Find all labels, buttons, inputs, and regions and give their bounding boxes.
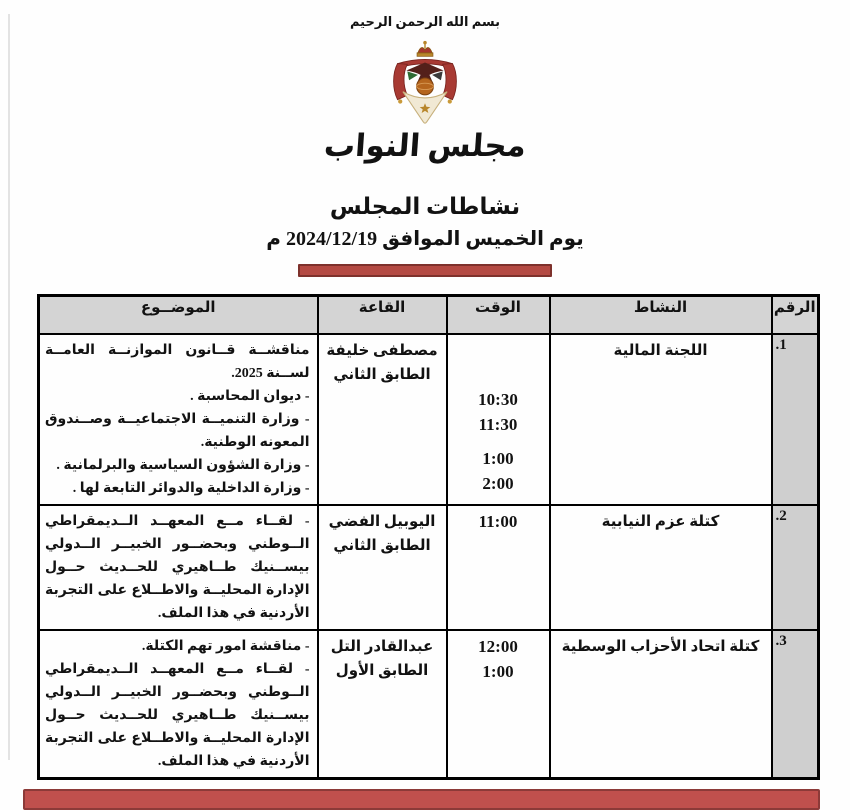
subject-line: - وزارة التنميــة الاجتماعيــة وصــندوق … — [45, 412, 310, 450]
time-value: 12:00 — [478, 637, 518, 656]
time-value: 1:00 — [482, 662, 514, 681]
hall-line: مصطفى خليفة — [326, 343, 438, 359]
hall-cell: عبدالقادر التل الطابق الأول — [316, 629, 448, 780]
subject-cell: - لقــاء مــع المعهــد الــديمقراطي الــ… — [37, 504, 319, 631]
org-name-calligraphy: مجلس النواب — [322, 128, 528, 163]
header-number: الرقم — [770, 294, 820, 335]
header-hall: القاعة — [316, 294, 448, 335]
table-row: .1 اللجنة المالية 10:30 11:30 1:00 2:00 مصطفى … — [37, 333, 820, 506]
time-value: 10:30 — [478, 390, 518, 409]
header-subject: الموضــوع — [37, 294, 319, 335]
subject-line: - لقــاء مــع المعهــد الــديمقراطي الــ… — [45, 662, 310, 769]
row-number-cell: .1 — [770, 333, 820, 506]
time-value: 11:30 — [478, 415, 518, 434]
activities-table: الرقم النشاط الوقت القاعة الموضــوع .1 ال… — [37, 294, 820, 780]
page-title: نشاطات المجلس — [329, 194, 521, 219]
subject-line: - وزارة الداخلية والدوائر التابعة لها . — [72, 481, 310, 496]
time-value: 2:00 — [482, 474, 514, 493]
row-number-cell: .2 — [770, 504, 820, 631]
title-accent-bar — [298, 264, 552, 277]
activity-cell: كتلة اتحاد الأحزاب الوسطية — [548, 629, 773, 780]
time-gap — [449, 437, 548, 446]
bottom-accent-bar — [23, 789, 820, 810]
time-cell: 12:00 1:00 — [445, 629, 551, 780]
subject-cell: مناقشــة قــانون الموازنــة العامــة لسـ… — [37, 333, 319, 506]
activity-cell: اللجنة المالية — [548, 333, 773, 506]
jordan-coat-of-arms-icon — [393, 40, 457, 124]
date-line: يوم الخميس الموافق 2024/12/19 م — [266, 228, 584, 250]
document-page: { "header": { "bismillah": "بسم الله الر… — [0, 14, 850, 810]
bismillah-text: بسم الله الرحمن الرحيم — [349, 14, 501, 29]
hall-cell: اليوبيل الفضي الطابق الثاني — [316, 504, 448, 631]
hall-line: عبدالقادر التل — [330, 639, 434, 655]
crest-container — [0, 36, 850, 128]
hall-line: الطابق الأول — [335, 663, 429, 679]
table-row: .2 كتلة عزم النيابية 11:00 اليوبيل الفضي الط… — [37, 504, 820, 631]
hall-line: اليوبيل الفضي — [328, 514, 436, 530]
subject-line: - وزارة الشؤون السياسية والبرلمانية . — [56, 458, 310, 473]
table-header-row: الرقم النشاط الوقت القاعة الموضــوع — [37, 294, 820, 335]
hall-line: الطابق الثاني — [333, 538, 431, 554]
activities-table-body: .1 اللجنة المالية 10:30 11:30 1:00 2:00 مصطفى … — [37, 333, 820, 780]
subject-line: - مناقشة امور تهم الكتلة. — [141, 639, 310, 654]
hall-line: الطابق الثاني — [333, 367, 431, 383]
hall-cell: مصطفى خليفة الطابق الثاني — [316, 333, 448, 506]
subject-cell: - مناقشة امور تهم الكتلة. - لقــاء مــع ا… — [37, 629, 319, 780]
time-value: 1:00 — [482, 449, 514, 468]
table-row: .3 كتلة اتحاد الأحزاب الوسطية 12:00 1:00 عبد… — [37, 629, 820, 780]
subject-line: - ديوان المحاسبة . — [190, 389, 310, 404]
row-number-cell: .3 — [770, 629, 820, 780]
subject-line: - لقــاء مــع المعهــد الــديمقراطي الــ… — [45, 514, 310, 621]
time-cell: 10:30 11:30 1:00 2:00 — [445, 333, 551, 506]
time-cell: 11:00 — [445, 504, 551, 631]
header-activity: النشاط — [548, 294, 773, 335]
header-time: الوقت — [445, 294, 551, 335]
subject-line: مناقشــة قــانون الموازنــة العامــة لسـ… — [45, 343, 310, 381]
activity-cell: كتلة عزم النيابية — [548, 504, 773, 631]
time-value: 11:00 — [478, 512, 518, 531]
